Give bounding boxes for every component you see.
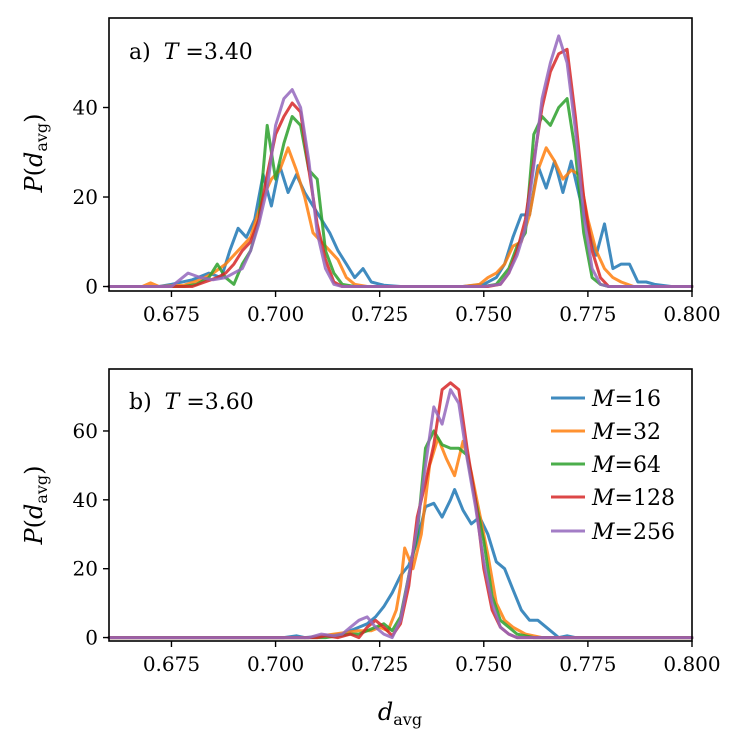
legend-label: M=16 <box>591 387 661 412</box>
y-tick-label: 40 <box>73 96 98 120</box>
panel-b-axes-frame <box>108 368 693 642</box>
y-tick-label: 60 <box>73 419 98 443</box>
legend-label: M=32 <box>591 420 661 445</box>
panel-a-series-group <box>107 34 694 288</box>
panel-b-x-ticks: 0.675 0.700 0.725 0.750 0.775 0.800 <box>143 641 721 676</box>
series-line <box>107 34 694 288</box>
panel-b-label: b) T =3.60 <box>129 390 254 415</box>
panel-b-label-prefix: b) <box>129 390 152 415</box>
legend-label: M=64 <box>591 453 661 478</box>
x-tick-label: 0.775 <box>559 652 616 676</box>
series-line <box>107 388 694 640</box>
panel-b-y-ticks: 0 20 40 60 <box>73 419 109 650</box>
panel-b-chart: 0.675 0.700 0.725 0.750 0.775 0.800 0 20 40 60 b… <box>20 368 721 676</box>
legend-item: M=16 <box>551 387 661 412</box>
y-tick-label: 20 <box>73 557 98 581</box>
y-tick-label: 40 <box>73 488 98 512</box>
series-line <box>107 146 694 288</box>
series-line <box>107 97 694 288</box>
x-tick-label: 0.725 <box>351 302 408 326</box>
x-tick-label: 0.675 <box>143 302 200 326</box>
panel-a-chart: 0.675 0.700 0.725 0.750 0.775 0.800 0 20 40 a) … <box>20 17 721 326</box>
panel-a-label-value: =3.40 <box>185 40 252 65</box>
panel-b-y-axis-label: P(davg) <box>20 465 51 545</box>
legend-item: M=64 <box>551 453 661 478</box>
legend: M=16 M=32 M=64 M=128 M=256 <box>551 387 675 545</box>
panel-a-y-axis-label: P(davg) <box>20 113 51 193</box>
x-tick-label: 0.700 <box>247 302 304 326</box>
legend-label: M=256 <box>591 520 675 545</box>
y-tick-label: 0 <box>85 275 98 299</box>
x-axis-label: davg <box>378 698 422 729</box>
panel-a-label-var: T <box>164 40 181 65</box>
y-tick-label: 20 <box>73 185 98 209</box>
series-line <box>107 47 694 288</box>
legend-item: M=256 <box>551 520 675 545</box>
x-tick-label: 0.800 <box>663 302 720 326</box>
panel-a-y-ticks: 0 20 40 <box>73 96 109 299</box>
panel-a-label: a) T =3.40 <box>129 40 253 65</box>
panel-b-label-var: T <box>165 390 182 415</box>
legend-label: M=128 <box>591 486 675 511</box>
series-line <box>107 436 694 640</box>
x-tick-label: 0.675 <box>143 652 200 676</box>
panel-a-label-prefix: a) <box>129 40 151 65</box>
x-tick-label: 0.750 <box>455 302 512 326</box>
panel-a-x-ticks: 0.675 0.700 0.725 0.750 0.775 0.800 <box>143 291 721 326</box>
x-tick-label: 0.775 <box>559 302 616 326</box>
x-tick-label: 0.700 <box>247 652 304 676</box>
x-tick-label: 0.750 <box>455 652 512 676</box>
x-tick-label: 0.725 <box>351 652 408 676</box>
legend-item: M=32 <box>551 420 661 445</box>
x-tick-label: 0.800 <box>663 652 720 676</box>
panel-b-label-value: =3.60 <box>186 390 253 415</box>
panel-b-series-group <box>107 381 694 640</box>
y-tick-label: 0 <box>85 626 98 650</box>
legend-item: M=128 <box>551 486 675 511</box>
panel-a-axes-frame <box>108 17 693 292</box>
